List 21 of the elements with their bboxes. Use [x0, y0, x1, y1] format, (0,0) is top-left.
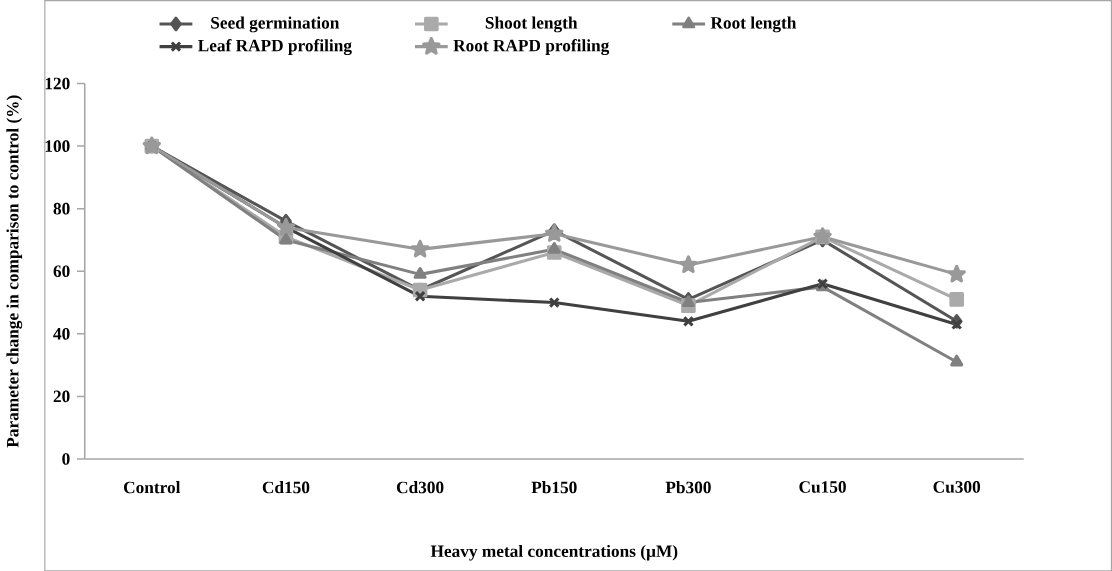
legend-label: Shoot length	[485, 16, 578, 33]
x-tick-label: Cu300	[933, 480, 981, 493]
legend-label: Root RAPD profiling	[453, 38, 610, 55]
x-tick-label: Cu150	[799, 480, 846, 493]
legend-label: Leaf RAPD profiling	[198, 38, 352, 55]
x-tick-label: Cd300	[396, 480, 444, 494]
x-axis-title: Heavy metal concentrations (µM)	[430, 544, 678, 561]
y-tick-label: 100	[45, 140, 70, 152]
y-axis-title: Parameter change in comparison to control (%)	[6, 95, 23, 448]
y-tick-label: 80	[53, 202, 70, 215]
y-tick-label: 60	[53, 265, 70, 277]
y-tick-label: 40	[53, 327, 70, 340]
y-tick-label: 0	[62, 452, 70, 465]
x-tick-label: Pb300	[665, 480, 711, 494]
y-tick-label: 20	[53, 390, 70, 403]
legend-label: Seed germination	[211, 16, 340, 33]
y-tick-label: 120	[45, 77, 70, 90]
x-tick-label: Control	[124, 480, 181, 494]
x-tick-label: Pb150	[531, 480, 577, 494]
x-tick-label: Cd150	[262, 480, 310, 494]
legend-label: Root length	[710, 16, 797, 33]
